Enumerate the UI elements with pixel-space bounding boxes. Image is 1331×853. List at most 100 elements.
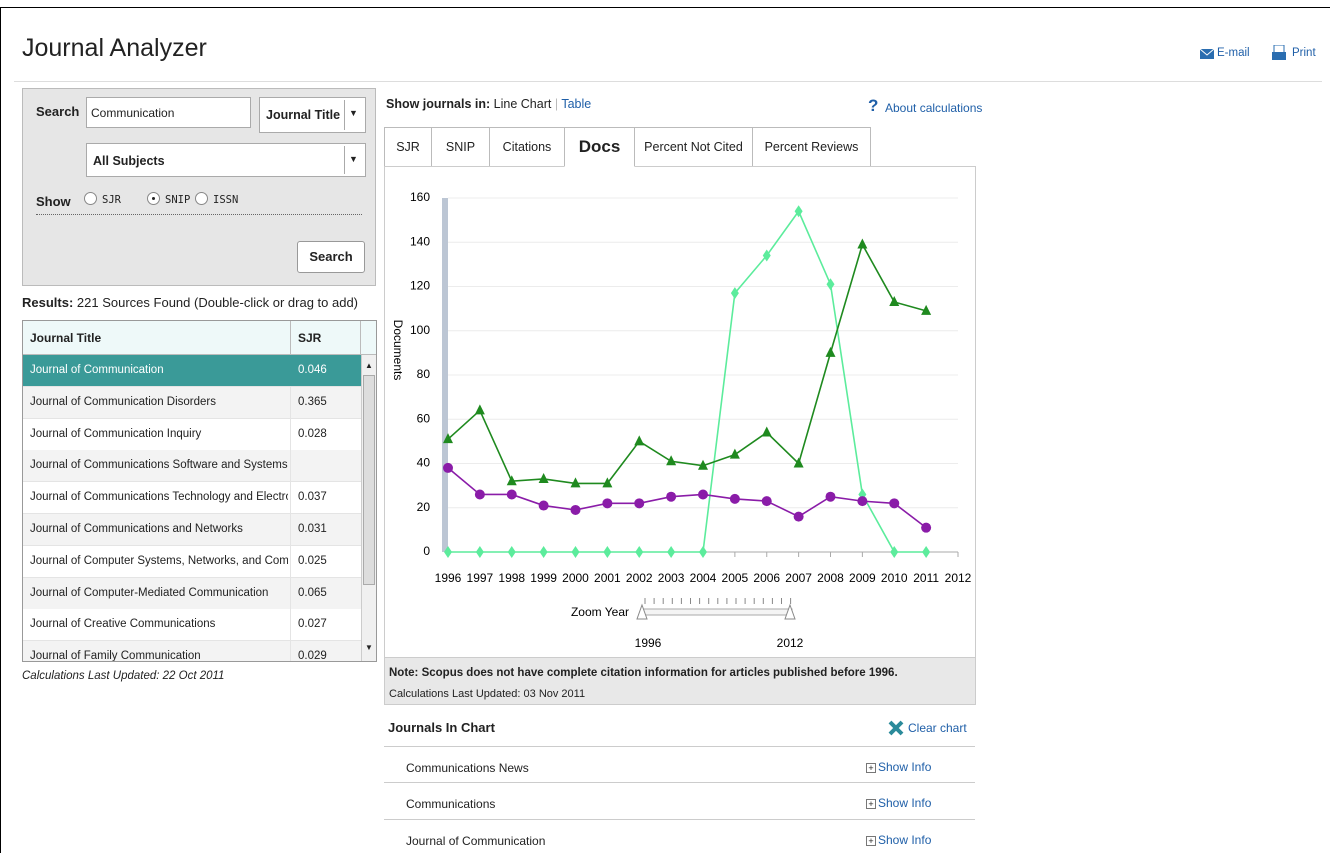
- table-row[interactable]: Journal of Family Communication 0.029: [23, 641, 361, 662]
- search-label: Search: [36, 104, 80, 119]
- legend-divider: [384, 819, 975, 820]
- tab[interactable]: Percent Not Cited: [634, 127, 753, 167]
- x-tick-label: 2008: [817, 571, 844, 585]
- tab[interactable]: SNIP: [431, 127, 490, 167]
- subject-dropdown[interactable]: All Subjects: [86, 143, 366, 177]
- data-point: [730, 287, 739, 300]
- help-icon: ?: [868, 96, 879, 115]
- results-table: Journal Title SJR Journal of Communicati…: [22, 320, 377, 662]
- dropdown-divider: [344, 146, 345, 174]
- column-divider: [290, 514, 291, 545]
- data-point: [474, 404, 485, 415]
- column-divider: [290, 482, 291, 514]
- sjr-value: 0.029: [298, 650, 327, 662]
- sjr-value: 0.028: [298, 427, 327, 440]
- zoom-handle[interactable]: [636, 603, 648, 620]
- scroll-down[interactable]: ▼: [365, 643, 373, 652]
- show-info-link[interactable]: Show Info: [878, 833, 932, 847]
- view-selector: Show journals in: Line Chart | Table: [386, 97, 591, 111]
- table-row[interactable]: Journal of Computer Systems, Networks, a…: [23, 545, 361, 578]
- about-link[interactable]: About calculations: [885, 101, 983, 115]
- data-point: [506, 489, 517, 500]
- data-point: [889, 295, 900, 306]
- data-point: [443, 433, 453, 444]
- dotted-divider: [36, 214, 362, 215]
- zoom-handle[interactable]: [784, 603, 796, 620]
- data-point: [634, 435, 645, 446]
- y-tick-label: 20: [417, 500, 431, 514]
- search-button[interactable]: Search: [297, 241, 365, 273]
- y-tick-label: 120: [410, 279, 430, 293]
- tab[interactable]: Citations: [489, 127, 565, 167]
- search-input[interactable]: Communication: [86, 97, 251, 128]
- print-icon: [1272, 45, 1286, 60]
- column-divider: [290, 355, 291, 386]
- header-divider: [14, 81, 1322, 82]
- show-info-link[interactable]: Show Info: [878, 760, 932, 774]
- data-point: [921, 304, 932, 315]
- x-tick-label: 2001: [594, 571, 621, 585]
- view-separator: |: [554, 97, 559, 111]
- x-tick-label: 2003: [658, 571, 685, 585]
- radio[interactable]: [84, 192, 97, 205]
- journal-name: Journal of Computer-Mediated Communicati…: [30, 586, 269, 599]
- print-link[interactable]: Print: [1292, 47, 1316, 59]
- table-row[interactable]: Journal of Communications and Networks 0.…: [23, 514, 361, 546]
- data-point: [603, 546, 612, 558]
- table-row[interactable]: Journal of Creative Communications 0.027: [23, 609, 361, 642]
- radio[interactable]: [195, 192, 208, 205]
- view-current: Line Chart: [493, 97, 552, 111]
- view-label: Show journals in:: [386, 97, 491, 111]
- legend-divider: [384, 746, 975, 747]
- table-row[interactable]: Journal of Communication Inquiry 0.028: [23, 418, 361, 451]
- dropdown-arrow: ▼: [349, 154, 358, 164]
- zoom-label: Zoom Year: [571, 605, 629, 619]
- data-point: [922, 546, 931, 558]
- tab[interactable]: SJR: [384, 127, 432, 167]
- active-tab[interactable]: Docs: [564, 127, 635, 167]
- y-axis-label: Documents: [391, 320, 405, 381]
- sjr-value: 0.365: [298, 395, 327, 408]
- scroll-thumb[interactable]: [363, 375, 375, 585]
- legend-label: Journal of Communication: [406, 834, 546, 848]
- journal-name: Journal of Creative Communications: [30, 618, 216, 631]
- data-point: [571, 546, 580, 558]
- radio-label: SNIP: [165, 194, 191, 206]
- selected-row[interactable]: Journal of Communication 0.046: [23, 355, 361, 387]
- radio-dot: [152, 197, 155, 200]
- show-label: Show: [36, 194, 71, 209]
- data-point: [570, 504, 581, 515]
- table-row[interactable]: Journal of Communications Technology and…: [23, 482, 361, 515]
- show-info-link[interactable]: Show Info: [878, 796, 932, 810]
- data-point: [538, 500, 549, 511]
- column-divider: [290, 577, 291, 609]
- expand-icon: +: [866, 763, 876, 773]
- tab[interactable]: Percent Reviews: [752, 127, 871, 167]
- data-point: [826, 278, 835, 291]
- data-point: [729, 493, 740, 504]
- sjr-value: 0.046: [298, 364, 327, 376]
- series-line: [447, 467, 927, 529]
- data-point: [667, 546, 676, 558]
- scroll-up[interactable]: ▲: [365, 361, 373, 370]
- table-row[interactable]: Journal of Computer-Mediated Communicati…: [23, 577, 361, 610]
- view-link[interactable]: Table: [561, 97, 592, 111]
- table-row[interactable]: Journal of Communications Software and S…: [23, 450, 361, 483]
- page-title: Journal Analyzer: [22, 34, 207, 62]
- scrollbar[interactable]: ▲ ▼: [361, 355, 376, 661]
- field-dropdown[interactable]: Journal Title: [259, 97, 366, 133]
- data-point: [761, 496, 772, 507]
- y-tick-label: 140: [410, 234, 430, 248]
- data-point: [825, 346, 836, 357]
- data-point: [666, 455, 677, 466]
- x-tick-label: 2005: [722, 571, 749, 585]
- x-tick-label: 2007: [785, 571, 812, 585]
- note-text: Note: Scopus does not have complete cita…: [389, 667, 898, 679]
- column-divider: [290, 418, 291, 450]
- table-row[interactable]: Journal of Communication Disorders 0.365: [23, 386, 361, 419]
- x-tick-label: 2000: [562, 571, 589, 585]
- email-link[interactable]: E-mail: [1217, 47, 1250, 59]
- dropdown-arrow: ▼: [349, 108, 358, 118]
- clear-link[interactable]: Clear chart: [908, 721, 967, 735]
- results-summary: Results: 221 Sources Found (Double-click…: [22, 295, 358, 310]
